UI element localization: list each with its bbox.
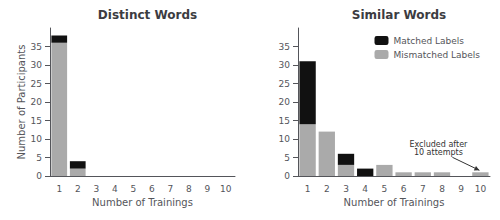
svg-text:Distinct Words: Distinct Words (98, 8, 197, 22)
svg-text:7: 7 (420, 184, 426, 194)
svg-text:4: 4 (112, 184, 118, 194)
svg-text:0: 0 (284, 171, 290, 181)
svg-text:2: 2 (324, 184, 330, 194)
svg-text:4: 4 (362, 184, 368, 194)
svg-text:25: 25 (31, 79, 42, 89)
svg-text:Number of Trainings: Number of Trainings (344, 197, 445, 208)
svg-text:30: 30 (31, 60, 43, 70)
svg-text:Matched Labels: Matched Labels (394, 36, 465, 46)
svg-text:35: 35 (31, 42, 42, 52)
svg-text:3: 3 (343, 184, 349, 194)
svg-text:Similar Words: Similar Words (352, 8, 446, 22)
svg-text:0: 0 (36, 171, 42, 181)
svg-text:5: 5 (284, 153, 290, 163)
svg-text:10: 10 (31, 134, 43, 144)
svg-text:30: 30 (279, 60, 291, 70)
svg-text:5: 5 (382, 184, 388, 194)
svg-text:5: 5 (130, 184, 136, 194)
svg-text:10 attempts: 10 attempts (414, 148, 463, 157)
svg-text:9: 9 (204, 184, 210, 194)
svg-text:15: 15 (279, 116, 290, 126)
svg-text:10: 10 (279, 134, 291, 144)
svg-text:1: 1 (56, 184, 62, 194)
svg-text:15: 15 (31, 116, 42, 126)
svg-text:9: 9 (458, 184, 464, 194)
svg-text:10: 10 (220, 184, 232, 194)
svg-text:8: 8 (439, 184, 445, 194)
svg-text:8: 8 (186, 184, 192, 194)
svg-text:6: 6 (401, 184, 407, 194)
svg-text:3: 3 (93, 184, 99, 194)
svg-text:10: 10 (475, 184, 487, 194)
svg-text:20: 20 (279, 97, 291, 107)
svg-text:2: 2 (75, 184, 81, 194)
svg-text:Number of Trainings: Number of Trainings (92, 197, 193, 208)
svg-text:Excluded after: Excluded after (409, 139, 468, 149)
svg-text:Number of Participants: Number of Participants (16, 45, 27, 160)
svg-text:Mismatched Labels: Mismatched Labels (394, 50, 481, 60)
svg-text:6: 6 (149, 184, 155, 194)
svg-text:25: 25 (279, 79, 290, 89)
svg-text:20: 20 (31, 97, 43, 107)
svg-text:5: 5 (36, 153, 42, 163)
svg-text:1: 1 (305, 184, 311, 194)
svg-text:35: 35 (279, 42, 290, 52)
svg-text:7: 7 (167, 184, 173, 194)
